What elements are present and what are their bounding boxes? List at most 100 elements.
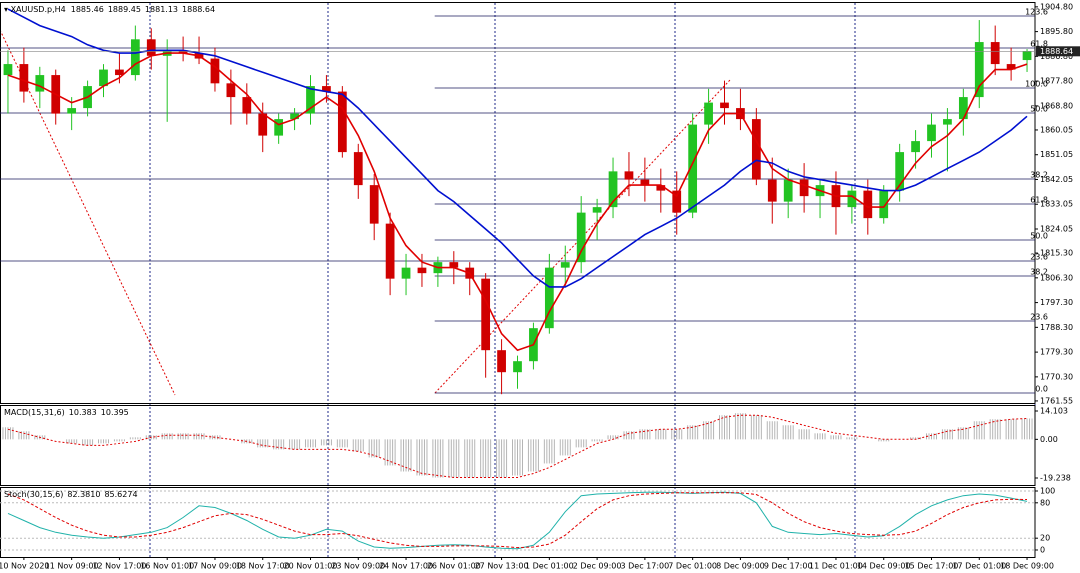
candle-body bbox=[274, 119, 284, 136]
y-tick-label: 100 bbox=[1040, 487, 1055, 496]
price-label: 1888.64 bbox=[1040, 47, 1073, 56]
candle-body bbox=[783, 179, 793, 202]
macd-value: 10.383 bbox=[69, 408, 97, 417]
candle-body bbox=[767, 179, 777, 202]
fib-label: 23.6 bbox=[1030, 313, 1048, 322]
indicator-name: Stoch(30,15,6) bbox=[4, 490, 63, 499]
candle-body bbox=[576, 212, 586, 263]
signal-line bbox=[7, 414, 1028, 478]
header: ▾ XAUUSD.p,H4 1885.46 1889.45 1881.13 1888.6… bbox=[4, 5, 215, 14]
y-tick-label: 1895.80 bbox=[1040, 27, 1073, 36]
close: 1888.64 bbox=[182, 5, 215, 14]
x-tick-label: 3 Dec 17:00 bbox=[621, 562, 670, 571]
x-tick-label: 10 Nov 2020 bbox=[0, 562, 50, 571]
candle-body bbox=[115, 69, 124, 76]
x-tick-label: 7 Dec 01:00 bbox=[668, 562, 717, 571]
stoch-line bbox=[7, 491, 1028, 550]
y-tick-label: 1842.05 bbox=[1040, 175, 1073, 184]
candle-body bbox=[608, 171, 618, 208]
candle-body bbox=[369, 185, 379, 224]
fib-label: 50.0 bbox=[1030, 232, 1048, 241]
candle-body bbox=[401, 267, 411, 279]
macd-readout: MACD(15,31,6) 10.383 10.395 bbox=[4, 408, 129, 417]
x-tick-label: 2 Dec 09:00 bbox=[573, 562, 622, 571]
candle-body bbox=[560, 262, 570, 268]
candle-body bbox=[640, 179, 650, 186]
candle-body bbox=[863, 190, 873, 219]
candle-body bbox=[99, 69, 108, 87]
candle-body bbox=[672, 190, 682, 213]
candle-body bbox=[751, 119, 761, 180]
y-tick-label: 1806.30 bbox=[1040, 273, 1073, 282]
fib-label: 50.0 bbox=[1030, 105, 1048, 114]
candle-body bbox=[704, 102, 713, 125]
moving-average bbox=[7, 8, 1028, 288]
y-tick-label: 1815.30 bbox=[1040, 249, 1073, 258]
signal-value: 10.395 bbox=[101, 408, 129, 417]
x-tick-label: 27 Nov 13:00 bbox=[475, 562, 529, 571]
candle-body bbox=[481, 278, 491, 351]
candle-body bbox=[974, 42, 984, 98]
candle-body bbox=[879, 190, 889, 219]
price-box bbox=[1036, 46, 1080, 57]
candle-body bbox=[337, 91, 347, 153]
y-tick-label: -19.238 bbox=[1040, 474, 1071, 483]
candle-body bbox=[513, 361, 522, 373]
candle-body bbox=[943, 119, 952, 125]
open: 1885.46 bbox=[71, 5, 104, 14]
x-tick-label: 17 Dec 01:00 bbox=[952, 562, 1006, 571]
x-tick-label: 16 Nov 01:00 bbox=[140, 562, 194, 571]
candle-body bbox=[656, 185, 666, 191]
fib-label: 123.6 bbox=[1025, 8, 1048, 17]
low: 1881.13 bbox=[145, 5, 178, 14]
candle-body bbox=[3, 64, 13, 76]
x-tick-label: 26 Nov 01:00 bbox=[427, 562, 481, 571]
candle-body bbox=[847, 190, 857, 208]
x-tick-label: 9 Dec 17:00 bbox=[764, 562, 813, 571]
candle-body bbox=[624, 171, 634, 180]
fib-label: 23.6 bbox=[1030, 252, 1048, 261]
x-tick-label: 23 Nov 09:00 bbox=[331, 562, 385, 571]
candle-body bbox=[911, 141, 920, 153]
y-tick-label: 1824.05 bbox=[1040, 224, 1073, 233]
x-tick-label: 24 Nov 17:00 bbox=[379, 562, 433, 571]
x-tick-label: 12 Nov 17:00 bbox=[92, 562, 146, 571]
x-tick-label: 15 Dec 17:00 bbox=[905, 562, 959, 571]
candle-body bbox=[353, 152, 363, 186]
y-tick-label: 1868.80 bbox=[1040, 101, 1073, 110]
x-tick-label: 11 Nov 09:00 bbox=[45, 562, 99, 571]
y-tick-label: 0 bbox=[1040, 545, 1045, 554]
symbol: XAUUSD.p,H4 bbox=[11, 5, 66, 14]
fib-label: 0.0 bbox=[1035, 385, 1048, 394]
indicator-name: MACD(15,31,6) bbox=[4, 408, 65, 417]
candle-body bbox=[497, 350, 506, 373]
candle-body bbox=[258, 113, 268, 136]
candle-body bbox=[799, 179, 809, 197]
high: 1889.45 bbox=[108, 5, 141, 14]
candle-body bbox=[385, 223, 395, 279]
candle-body bbox=[242, 97, 252, 114]
y-tick-label: 14.103 bbox=[1040, 407, 1068, 416]
candle-body bbox=[19, 64, 29, 92]
x-tick-label: 8 Dec 09:00 bbox=[716, 562, 765, 571]
y-tick-label: 1833.05 bbox=[1040, 200, 1073, 209]
y-tick-label: 20 bbox=[1040, 534, 1050, 543]
y-tick-label: 1797.30 bbox=[1040, 298, 1073, 307]
candle-body bbox=[1006, 64, 1016, 70]
main-panel bbox=[0, 2, 1036, 404]
y-tick-label: 1770.30 bbox=[1040, 372, 1073, 381]
x-tick-label: 18 Dec 09:00 bbox=[1000, 562, 1054, 571]
candle-body bbox=[210, 58, 220, 84]
y-tick-label: 1788.30 bbox=[1040, 323, 1073, 332]
y-tick-label: 1851.05 bbox=[1040, 150, 1073, 159]
candle-body bbox=[67, 108, 77, 114]
fib-trendline bbox=[0, 29, 176, 396]
y-tick-label: 1779.30 bbox=[1040, 348, 1073, 357]
fib-label: 61.8 bbox=[1030, 40, 1048, 49]
candle-body bbox=[290, 113, 299, 120]
stoch-readout: Stoch(30,15,6) 82.3810 85.6274 bbox=[4, 490, 138, 499]
candle-body bbox=[306, 86, 315, 114]
signal-line bbox=[7, 492, 1028, 549]
